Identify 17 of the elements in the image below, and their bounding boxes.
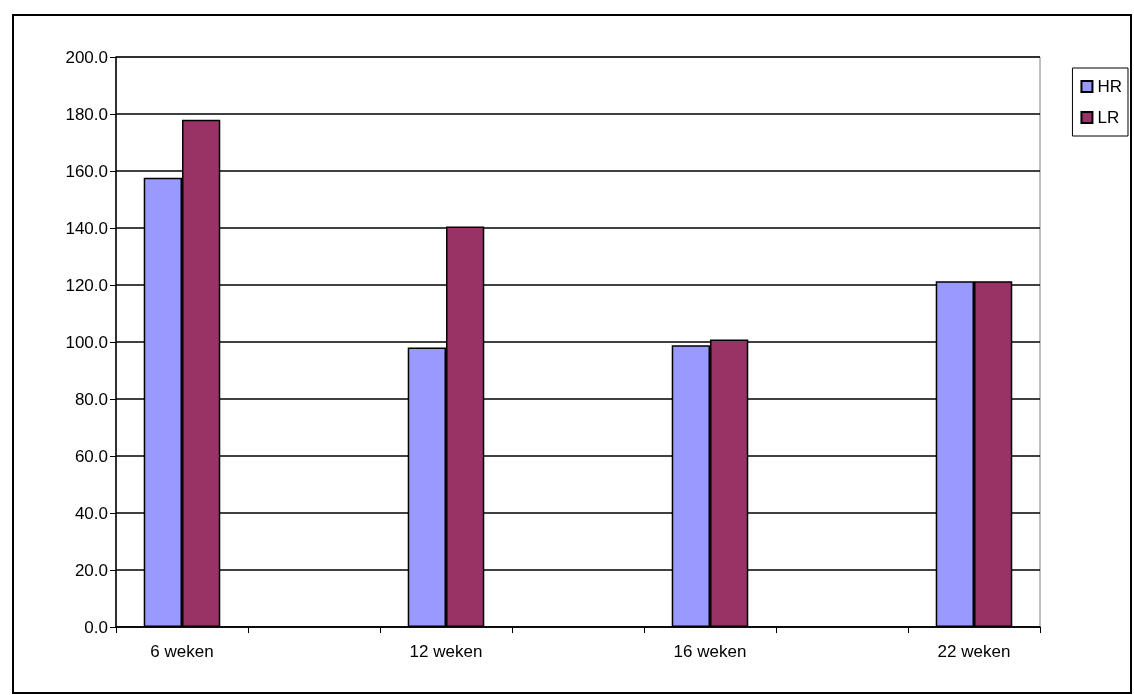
y-tick-label: 180.0: [65, 104, 108, 124]
y-tick-label: 120.0: [65, 275, 108, 295]
y-tick-label: 140.0: [65, 218, 108, 238]
y-tick-label: 60.0: [74, 446, 108, 466]
legend-label: HR: [1097, 77, 1123, 96]
y-tick-label: 200.0: [65, 47, 108, 67]
y-tick-label: 0.0: [84, 617, 108, 637]
y-tick-label: 100.0: [65, 332, 108, 352]
y-tick-label: 80.0: [74, 389, 108, 409]
x-tick-label: 16 weken: [673, 642, 747, 661]
legend-label: LR: [1097, 108, 1120, 127]
x-tick-label: 6 weken: [150, 642, 214, 661]
y-tick-label: 40.0: [74, 503, 108, 523]
x-tick-label: 22 weken: [937, 642, 1011, 661]
y-tick-label: 160.0: [65, 161, 108, 181]
x-tick-label: 12 weken: [409, 642, 483, 661]
y-tick-label: 20.0: [74, 560, 108, 580]
